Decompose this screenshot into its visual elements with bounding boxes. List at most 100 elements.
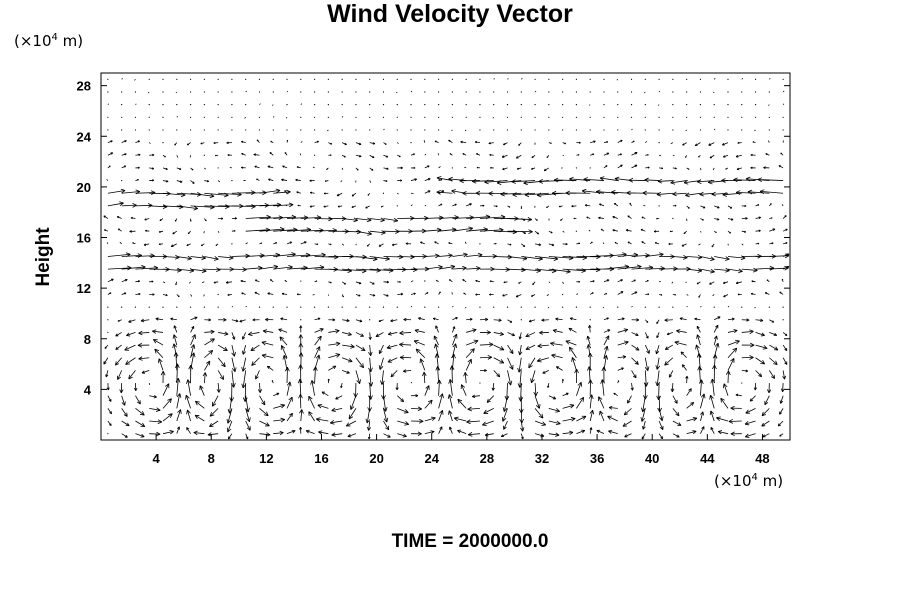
vector-arrow bbox=[395, 383, 399, 391]
vector-arrow bbox=[781, 278, 784, 282]
vector-arrow bbox=[656, 332, 660, 339]
vector-arrow bbox=[722, 281, 729, 284]
vector-arrow bbox=[534, 230, 539, 235]
vector-arrow bbox=[107, 292, 112, 295]
vector-arrow bbox=[410, 280, 414, 283]
vector-dot bbox=[575, 129, 578, 131]
vector-arrow bbox=[226, 420, 233, 433]
vector-arrow bbox=[269, 279, 274, 283]
vector-arrow bbox=[158, 230, 164, 233]
vector-dot bbox=[272, 129, 274, 131]
vector-arrow bbox=[598, 396, 605, 409]
vector-dot bbox=[754, 78, 757, 80]
vector-arrow bbox=[565, 190, 591, 196]
vector-arrow bbox=[658, 90, 661, 93]
vector-arrow bbox=[383, 229, 400, 234]
vector-arrow bbox=[745, 176, 770, 182]
vector-dot bbox=[741, 306, 743, 308]
vector-dot bbox=[231, 91, 233, 93]
vector-arrow bbox=[383, 217, 399, 223]
vector-arrow bbox=[106, 179, 109, 181]
vector-arrow bbox=[534, 420, 547, 426]
vector-arrow bbox=[135, 280, 141, 283]
vector-arrow bbox=[117, 228, 122, 232]
vector-dot bbox=[313, 104, 316, 106]
vector-dot bbox=[548, 116, 550, 118]
vector-arrow bbox=[355, 357, 364, 369]
vector-arrow bbox=[548, 432, 560, 437]
vector-dot bbox=[672, 129, 674, 131]
vector-arrow bbox=[436, 190, 453, 195]
vector-dot bbox=[630, 104, 633, 106]
vector-arrow bbox=[328, 281, 332, 284]
vector-arrow bbox=[449, 153, 453, 156]
vector-dot bbox=[520, 116, 522, 118]
vector-dot bbox=[699, 91, 702, 93]
vector-arrow bbox=[721, 178, 742, 183]
vector-arrow bbox=[369, 281, 375, 285]
vector-arrow bbox=[204, 218, 207, 222]
vector-arrow bbox=[328, 365, 337, 371]
vector-dot bbox=[617, 116, 619, 118]
vector-arrow bbox=[474, 140, 481, 144]
vector-arrow bbox=[589, 241, 593, 245]
vector-arrow bbox=[463, 292, 467, 295]
vector-arrow bbox=[241, 140, 246, 143]
vector-dot bbox=[658, 142, 660, 144]
vector-arrow bbox=[586, 216, 591, 219]
vector-arrow bbox=[433, 335, 439, 346]
vector-dot bbox=[534, 104, 536, 106]
vector-arrow bbox=[355, 142, 362, 146]
vector-arrow bbox=[479, 204, 485, 207]
vector-arrow bbox=[355, 332, 364, 337]
vector-arrow bbox=[397, 420, 410, 426]
vector-dot bbox=[644, 116, 646, 118]
vector-dot bbox=[396, 205, 398, 207]
vector-dot bbox=[176, 129, 178, 131]
vector-arrow bbox=[507, 332, 515, 337]
vector-arrow bbox=[403, 317, 412, 322]
vector-arrow bbox=[397, 281, 401, 283]
vector-arrow bbox=[194, 414, 205, 422]
vector-arrow bbox=[560, 218, 563, 221]
vector-arrow bbox=[267, 292, 274, 295]
vector-dot bbox=[121, 116, 123, 118]
vector-arrow bbox=[410, 204, 413, 207]
vector-arrow bbox=[279, 336, 288, 346]
vector-dot bbox=[589, 116, 591, 118]
vector-dot bbox=[369, 319, 371, 321]
vector-dot bbox=[438, 104, 440, 106]
vector-arrow bbox=[284, 280, 288, 283]
vector-arrow bbox=[256, 139, 260, 143]
vector-arrow bbox=[369, 217, 385, 223]
vector-arrow bbox=[674, 340, 687, 346]
vector-arrow bbox=[117, 370, 123, 380]
vector-arrow bbox=[698, 294, 701, 298]
vector-arrow bbox=[250, 344, 260, 352]
vector-arrow bbox=[546, 205, 550, 209]
vector-arrow bbox=[533, 383, 539, 397]
vector-arrow bbox=[285, 204, 288, 207]
vector-dot bbox=[272, 91, 274, 93]
vector-arrow bbox=[321, 391, 329, 397]
vector-arrow bbox=[424, 165, 430, 169]
vector-arrow bbox=[328, 268, 352, 274]
vector-arrow bbox=[397, 154, 401, 158]
vector-arrow bbox=[708, 142, 715, 146]
vector-arrow bbox=[391, 243, 398, 246]
vector-arrow bbox=[272, 116, 275, 118]
vector-arrow bbox=[162, 154, 166, 158]
vector-arrow bbox=[603, 335, 610, 346]
vector-arrow bbox=[548, 420, 561, 426]
vector-arrow bbox=[337, 205, 343, 208]
vector-dot bbox=[148, 129, 150, 131]
vector-arrow bbox=[672, 191, 687, 197]
vector-arrow bbox=[581, 188, 605, 194]
vector-dot bbox=[451, 91, 453, 93]
vector-arrow bbox=[173, 325, 178, 333]
vector-arrow bbox=[405, 242, 412, 245]
vector-dot bbox=[438, 116, 440, 118]
vector-arrow bbox=[547, 306, 550, 309]
vector-arrow bbox=[383, 142, 387, 145]
vector-arrow bbox=[766, 279, 770, 283]
